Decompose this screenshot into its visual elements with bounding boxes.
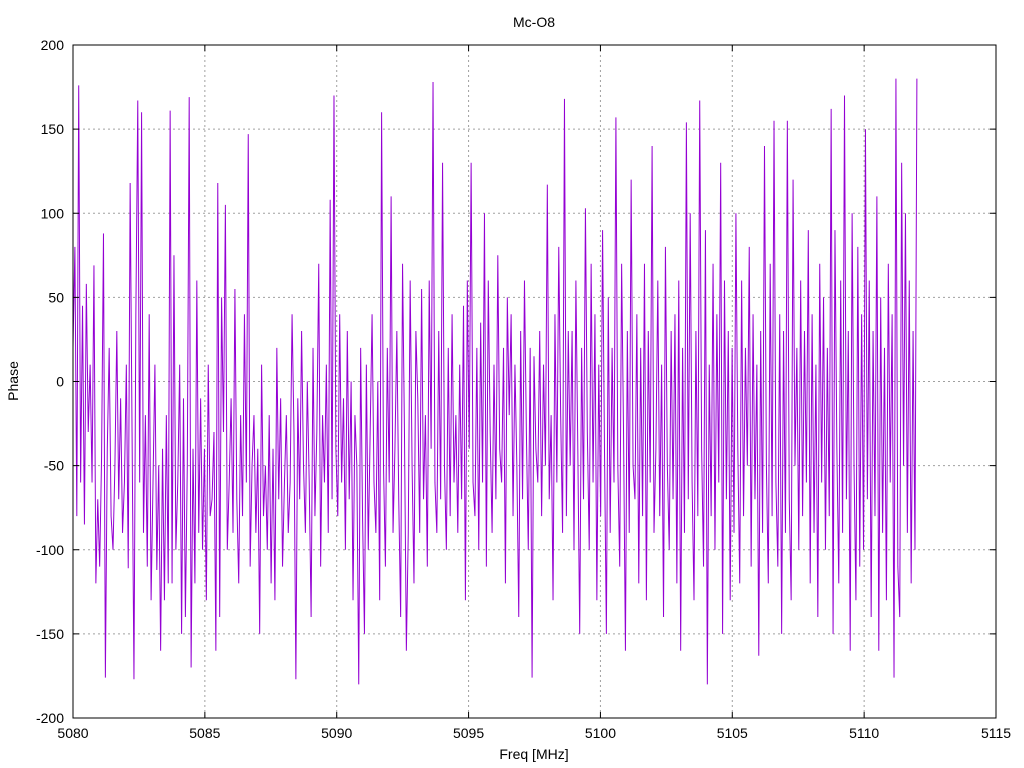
y-tick-label: 0 [56, 374, 64, 390]
axis-ticks [72, 44, 997, 719]
y-tick-label: 150 [41, 121, 65, 137]
x-tick-label: 5090 [321, 725, 352, 741]
y-axis-title: Phase [5, 361, 21, 401]
x-tick-label: 5095 [453, 725, 484, 741]
y-tick-label: -150 [36, 626, 64, 642]
y-tick-label: -100 [36, 542, 64, 558]
chart-title: Mc-O8 [513, 14, 555, 30]
x-tick-label: 5110 [849, 725, 879, 741]
y-tick-label: -50 [44, 458, 64, 474]
series-layer [72, 78, 918, 685]
y-tick-label: 50 [48, 289, 64, 305]
y-tick-labels: -200 -150 -100 -50 0 50 100 150 200 [36, 37, 64, 726]
x-axis-title: Freq [MHz] [499, 746, 568, 762]
y-tick-label: -200 [36, 710, 64, 726]
x-tick-label: 5080 [57, 725, 88, 741]
x-tick-label: 5115 [981, 725, 1011, 741]
x-tick-label: 5085 [189, 725, 220, 741]
y-tick-label: 200 [41, 37, 65, 53]
x-tick-label: 5100 [585, 725, 616, 741]
x-tick-label: 5105 [717, 725, 748, 741]
series-line [72, 78, 918, 685]
x-tick-labels: 5080 5085 5090 5095 5100 5105 5110 5115 [57, 725, 1011, 741]
y-tick-label: 100 [41, 205, 65, 221]
